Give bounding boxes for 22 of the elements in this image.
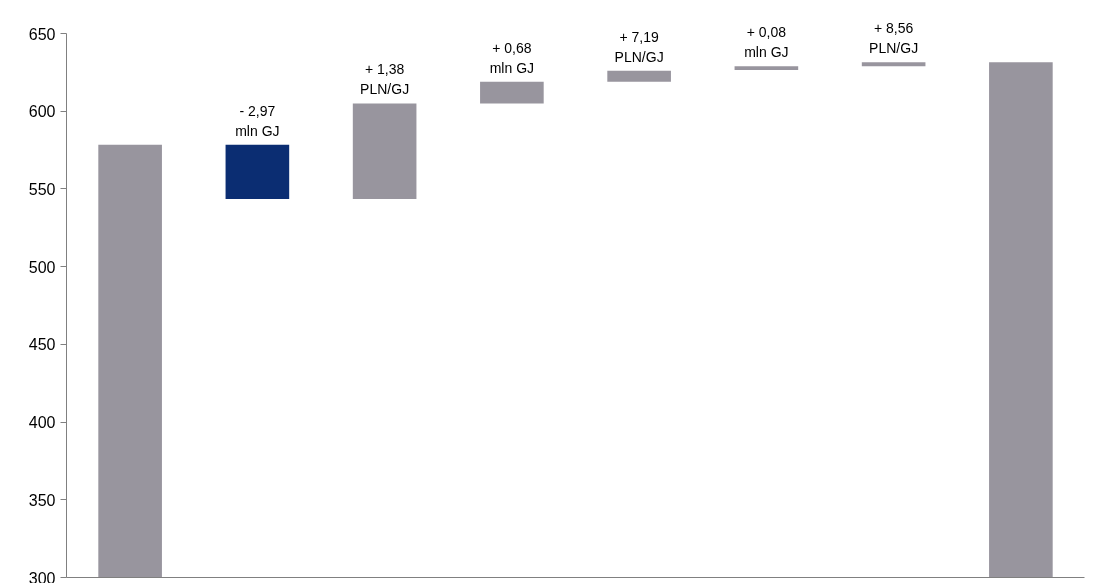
y-tick-label: 300	[28, 569, 56, 583]
bar	[352, 103, 417, 200]
bar	[861, 62, 926, 67]
y-tick-label: 350	[28, 491, 56, 509]
annotation: + 0,08 mln GJ	[744, 24, 789, 61]
bar	[734, 66, 799, 71]
annotation: + 0,68 mln GJ	[489, 39, 535, 76]
bar	[98, 144, 162, 578]
y-tick-label: 450	[28, 336, 56, 354]
y-tick-label: 650	[28, 25, 56, 43]
y-tick-label: 400	[28, 414, 56, 432]
annotation: + 8,56 PLN/GJ	[869, 20, 919, 57]
annotation: + 7,19 PLN/GJ	[614, 28, 664, 65]
bar	[989, 62, 1053, 578]
bar	[607, 70, 671, 82]
y-tick-label: 550	[28, 180, 56, 198]
y-tick-label: 500	[28, 258, 56, 276]
annotation: + 1,38 PLN/GJ	[360, 61, 410, 98]
bar	[225, 144, 290, 200]
annotation: - 2,97 mln GJ	[235, 102, 280, 139]
y-tick-label: 600	[28, 103, 56, 121]
bar	[480, 81, 544, 104]
